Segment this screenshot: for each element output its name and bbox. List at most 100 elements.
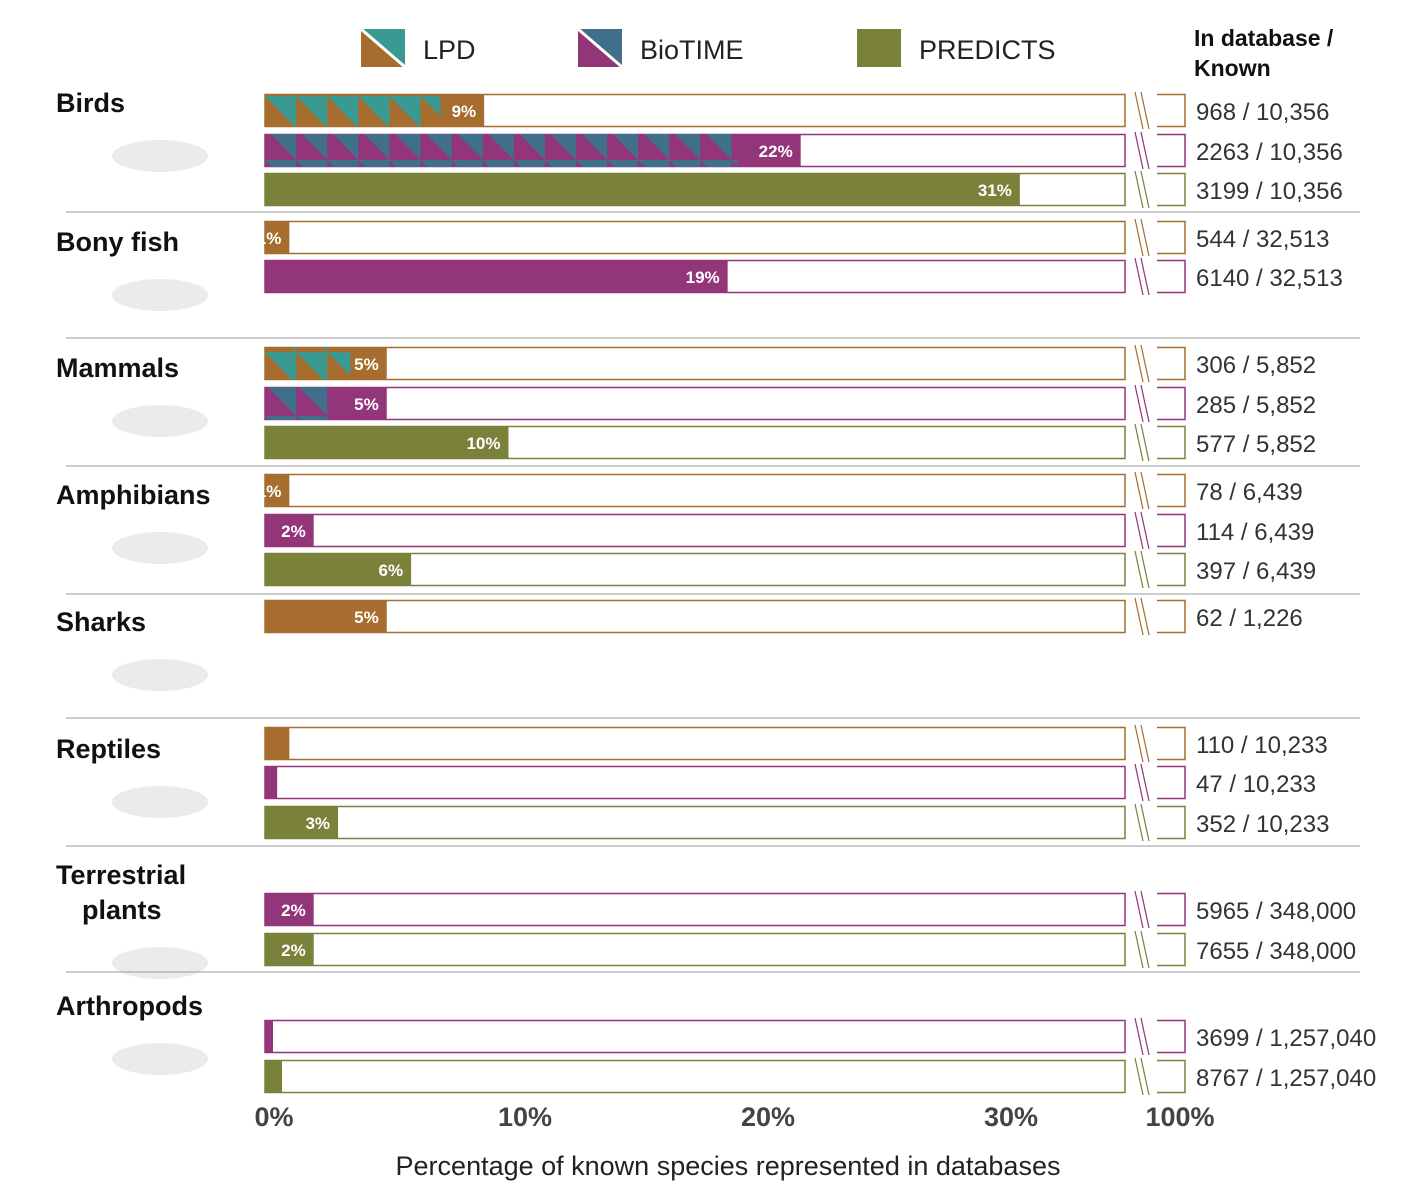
count-label: 114 / 6,439 (1196, 519, 1314, 546)
group-sharks: Sharks 5% 62 / 1,226 (56, 597, 1303, 691)
group-label: Birds (56, 88, 125, 118)
count-label: 3699 / 1,257,040 (1196, 1025, 1376, 1052)
count-label: 8767 / 1,257,040 (1196, 1065, 1376, 1092)
x-axis: 0% 10% 20% 30% 100% Percentage of known speci… (254, 1102, 1214, 1181)
bar-fill (265, 221, 290, 254)
bar-fill (265, 806, 339, 839)
count-header-line: In database / (1194, 25, 1334, 51)
bar-stub (1157, 932, 1186, 967)
group-bony-fish: Bony fish 1% 544 / 32,513 19% 6140 / 32,513 (56, 218, 1343, 311)
group-arthropods: Arthropods 3699 / 1,257,040 8767 / 1,257,0… (56, 991, 1376, 1096)
legend-label-lpd: LPD (423, 35, 476, 65)
legend-label-biotime: BioTIME (640, 35, 744, 65)
axis-break-mark (1134, 930, 1144, 969)
bar-track (264, 726, 1126, 761)
bar-predicts: 10% 577 / 5,852 (264, 423, 1316, 462)
legend-item-lpd: LPD (360, 27, 476, 69)
axis-break-mark (1140, 511, 1150, 550)
axis-break-mark (1134, 170, 1144, 209)
legend-swatch-predicts (857, 29, 901, 67)
bar-track (264, 1059, 1126, 1094)
x-tick-label: 100% (1145, 1102, 1214, 1132)
count-label: 6140 / 32,513 (1196, 265, 1343, 292)
count-label: 285 / 5,852 (1196, 392, 1316, 419)
bar-stub (1157, 1019, 1186, 1054)
bar-fill (265, 766, 278, 799)
bar-track (264, 346, 1126, 381)
bar-fill-pattern (265, 94, 441, 127)
axis-break-mark (1140, 890, 1150, 929)
group-label: plants (82, 895, 162, 925)
axis-break-mark (1140, 423, 1150, 462)
axis-break-mark (1134, 763, 1144, 802)
bar-value-label: 1% (257, 229, 282, 248)
bar-fill (265, 933, 314, 966)
bar-value-label: 22% (759, 142, 793, 161)
bar-stub (1157, 552, 1186, 587)
bar-fill-pattern (265, 347, 351, 380)
bar-stub (1157, 765, 1186, 800)
count-label: 577 / 5,852 (1196, 431, 1316, 458)
bird-icon (112, 140, 208, 172)
axis-break-mark (1140, 550, 1150, 589)
bar-value-label: 3% (305, 814, 330, 833)
bar-value-label: 2% (281, 522, 306, 541)
bar-fill (265, 727, 290, 760)
bar-lpd: 5% 62 / 1,226 (264, 597, 1303, 636)
group-label: Terrestrial (56, 860, 186, 890)
bar-stub (1157, 892, 1186, 927)
legend-swatch-lpd (360, 27, 406, 69)
x-tick-label: 10% (498, 1102, 552, 1132)
group-label: Sharks (56, 607, 146, 637)
bar-biotime: 5% 285 / 5,852 (264, 384, 1316, 423)
legend-item-biotime: BioTIME (577, 27, 744, 69)
axis-break-mark (1134, 91, 1144, 130)
group-label: Amphibians (56, 480, 211, 510)
count-header: In database / Known (1194, 25, 1334, 81)
shark-icon (112, 659, 208, 691)
axis-break-mark (1134, 384, 1144, 423)
bar-fill-pattern (265, 134, 738, 167)
axis-break-mark (1140, 803, 1150, 842)
axis-break-mark (1140, 218, 1150, 257)
group-label: Mammals (56, 353, 179, 383)
bar-fill (265, 474, 290, 507)
bar-value-label: 6% (379, 561, 404, 580)
bar-track (264, 1019, 1126, 1054)
axis-break-mark (1134, 724, 1144, 763)
x-tick-label: 20% (741, 1102, 795, 1132)
group-terrestrial-plants: Terrestrial plants 2% 5965 / 348,000 2% 7655 … (56, 860, 1356, 979)
legend-label-predicts: PREDICTS (919, 35, 1056, 65)
axis-break-mark (1134, 471, 1144, 510)
bar-biotime: 19% 6140 / 32,513 (264, 257, 1343, 296)
axis-break-mark (1134, 597, 1144, 636)
count-label: 110 / 10,233 (1196, 732, 1328, 759)
axis-break-mark (1134, 511, 1144, 550)
legend-swatch-biotime (577, 27, 623, 69)
count-label: 352 / 10,233 (1196, 811, 1329, 838)
bar-value-label: 2% (281, 941, 306, 960)
bar-stub (1157, 1059, 1186, 1094)
bar-stub (1157, 259, 1186, 294)
count-label: 968 / 10,356 (1196, 99, 1329, 126)
axis-break-mark (1134, 890, 1144, 929)
bar-value-label: 1% (257, 482, 282, 501)
axis-break-mark (1134, 344, 1144, 383)
bar-track (264, 513, 1126, 548)
bar-predicts: 2% 7655 / 348,000 (264, 930, 1356, 969)
bar-stub (1157, 805, 1186, 840)
count-label: 7655 / 348,000 (1196, 938, 1356, 965)
bar-lpd: 9% 968 / 10,356 (264, 91, 1329, 130)
bar-value-label: 5% (354, 395, 379, 414)
bar-track (264, 765, 1126, 800)
lizard-icon (112, 786, 208, 818)
count-label: 62 / 1,226 (1196, 605, 1303, 632)
bar-stub (1157, 220, 1186, 255)
axis-break-mark (1140, 471, 1150, 510)
axis-break-mark (1134, 257, 1144, 296)
group-label: Bony fish (56, 227, 179, 257)
group-reptiles: Reptiles 110 / 10,233 47 / 10,233 3% 352 / 1… (56, 724, 1329, 842)
bar-stub (1157, 346, 1186, 381)
bar-fill (265, 600, 387, 633)
